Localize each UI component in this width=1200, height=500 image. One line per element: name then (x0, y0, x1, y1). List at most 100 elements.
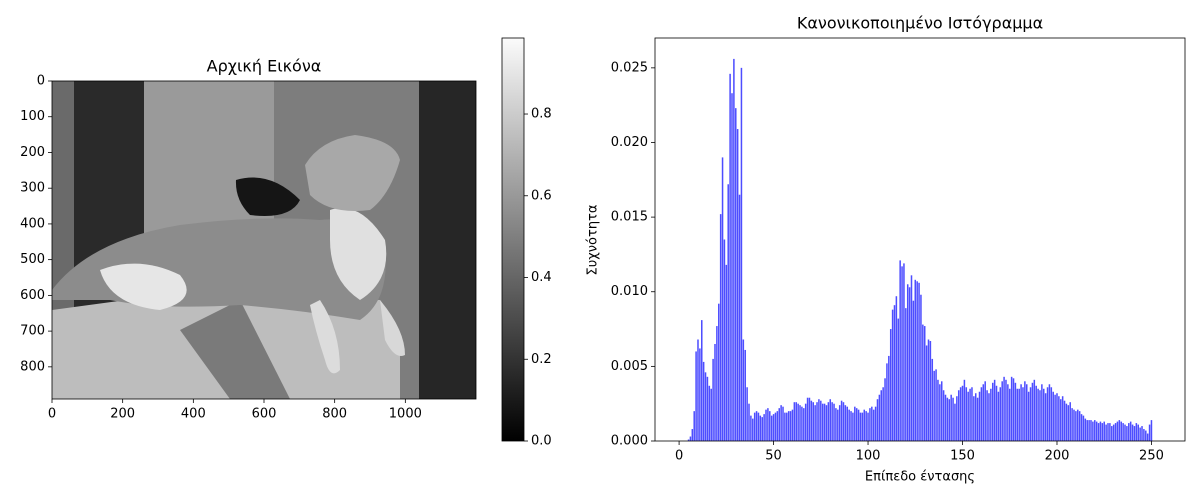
bar (1099, 421, 1102, 441)
bar (1086, 420, 1088, 441)
bar (1141, 426, 1143, 441)
bar (854, 406, 856, 441)
bar (888, 355, 890, 441)
bar (1029, 387, 1032, 441)
bar (929, 340, 932, 441)
bar (850, 411, 852, 441)
x-tick-label: 250 (1139, 449, 1164, 464)
bar (1129, 421, 1132, 441)
bar (810, 400, 813, 441)
colorbar-tick-label: 0.8 (531, 107, 552, 122)
bar (721, 157, 724, 441)
bar (844, 405, 847, 441)
bar (776, 411, 779, 441)
bar (1048, 384, 1051, 441)
bar (804, 403, 807, 441)
bar (937, 379, 939, 441)
bar (1071, 408, 1073, 441)
bar (991, 382, 994, 441)
bar (742, 339, 745, 441)
x-tick-label: 0 (48, 407, 56, 422)
bar (1010, 376, 1013, 441)
bar (786, 412, 788, 441)
image-title: Αρχική Εικόνα (207, 57, 322, 76)
bar (1005, 379, 1007, 441)
bar (748, 403, 750, 441)
bar (918, 282, 920, 441)
bar (818, 399, 820, 441)
bar (956, 396, 958, 441)
bar (744, 349, 746, 441)
bar (1084, 418, 1087, 441)
bar (1039, 390, 1041, 441)
bar (1094, 420, 1096, 441)
y-tick-label: 0.005 (611, 359, 648, 374)
bar (978, 391, 981, 441)
bar (933, 370, 935, 441)
bar (1016, 388, 1019, 441)
bar (795, 402, 797, 441)
bar (993, 379, 996, 441)
bar (723, 239, 726, 441)
bar (965, 387, 968, 441)
bar (816, 402, 818, 441)
bar (699, 348, 701, 441)
bar (971, 387, 973, 441)
bar (1126, 426, 1128, 441)
bar (874, 406, 877, 441)
bar (1037, 388, 1039, 441)
bar (865, 411, 867, 441)
bar (1097, 423, 1100, 441)
x-tick-label: 0 (675, 449, 683, 464)
bar (1027, 391, 1030, 441)
bar (982, 384, 985, 441)
x-tick-label: 400 (181, 407, 206, 422)
bar (846, 406, 849, 441)
bar (1124, 424, 1126, 441)
bar (740, 67, 743, 441)
y-tick-label: 400 (20, 216, 45, 231)
bar (774, 412, 777, 441)
bar (738, 194, 741, 441)
bar (1111, 426, 1113, 441)
bar (935, 369, 937, 441)
bar (689, 436, 692, 441)
bar (712, 358, 714, 441)
bar (1035, 385, 1037, 441)
bar (1128, 423, 1130, 441)
bar (995, 385, 998, 441)
bar (772, 414, 775, 441)
bar (950, 394, 952, 441)
bar (899, 260, 901, 441)
bar (999, 387, 1002, 441)
x-tick-label: 600 (252, 407, 277, 422)
bar (920, 294, 922, 441)
bar (986, 390, 988, 441)
bar (990, 388, 992, 441)
x-tick-label: 1000 (389, 407, 422, 422)
bar (714, 343, 716, 441)
bar (1073, 409, 1075, 441)
bar (1107, 423, 1109, 441)
bar (852, 412, 854, 441)
bar (727, 184, 729, 441)
y-tick-label: 0.025 (611, 60, 648, 75)
bar (812, 402, 814, 441)
x-tick-label: 800 (322, 407, 347, 422)
bar (931, 358, 934, 441)
bar (701, 320, 703, 441)
bar (746, 387, 748, 441)
bar (910, 275, 913, 441)
bar (1077, 409, 1079, 441)
bar (1022, 387, 1024, 441)
bar (961, 385, 964, 441)
y-tick-label: 300 (20, 181, 45, 196)
bar (1148, 424, 1151, 441)
bar (808, 397, 811, 441)
bar (908, 287, 911, 441)
x-axis-label: Επίπεδο έντασης (865, 470, 975, 485)
bar (827, 402, 830, 441)
bar (1122, 423, 1124, 441)
bar (704, 372, 707, 441)
